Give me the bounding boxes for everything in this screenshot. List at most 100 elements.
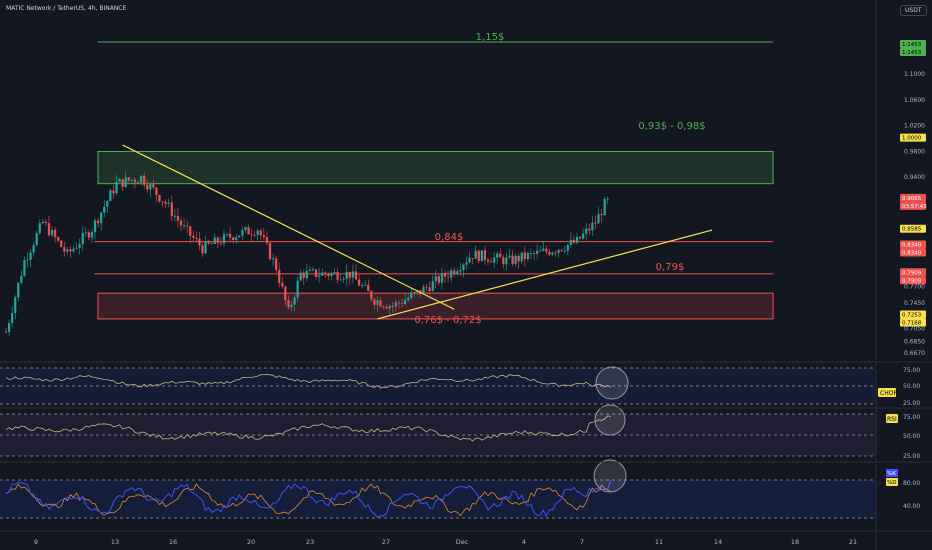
candle-body [268, 242, 272, 260]
candle-body [17, 282, 20, 298]
candle-body [250, 234, 253, 236]
candle-body [87, 232, 90, 238]
candle-body [431, 281, 434, 292]
candle-body [78, 244, 81, 248]
candle-body [486, 259, 490, 262]
candle-body [235, 237, 238, 241]
candle-body [20, 275, 23, 283]
candle-body [259, 230, 262, 236]
candle-body [26, 259, 29, 261]
candle-body [563, 250, 566, 252]
candle-body [161, 201, 164, 203]
time-axis[interactable]: 9 13 16 20 23 27 Dec 4 7 11 14 18 21 [34, 538, 857, 546]
candle-body [477, 250, 480, 262]
chop-label: CHOP [880, 390, 897, 397]
candle-body [582, 233, 585, 239]
candle-body [407, 298, 410, 301]
candle-body [499, 253, 502, 258]
candle-body [324, 272, 327, 275]
candle-body [195, 237, 198, 239]
candle-body [271, 258, 275, 260]
candle-body [446, 276, 450, 278]
candle-body [253, 234, 256, 236]
price-tick-label: 1.0600 [904, 97, 925, 104]
candle-body [388, 305, 391, 309]
candle-body [397, 302, 401, 304]
candle-body [330, 273, 333, 277]
candle-body [50, 229, 54, 236]
candle-body [11, 313, 14, 323]
candle-body [453, 270, 456, 274]
candle-body [146, 184, 149, 190]
price-badges: 1.1453 1.1453 1.0000 0.9065 03:57:43 0.8585 0.… [900, 40, 927, 327]
candle-body [219, 242, 222, 244]
candle-body [302, 272, 305, 278]
time-tick-label: 11 [655, 538, 663, 546]
candle-body [293, 297, 296, 305]
chop-pane [0, 366, 876, 405]
candle-body [115, 181, 118, 194]
candle-body [588, 228, 591, 231]
candle-body [376, 300, 379, 305]
candle-body [489, 261, 493, 263]
candle-body [265, 237, 269, 243]
candle-body [557, 249, 560, 253]
candle-body [545, 248, 548, 252]
candle-body [216, 237, 219, 243]
candle-body [222, 234, 226, 244]
time-tick-label: 21 [849, 538, 857, 546]
candle-body [428, 287, 431, 292]
ascending-trendline [377, 229, 713, 320]
candle-body [7, 322, 11, 332]
candle-body [594, 222, 597, 224]
candle-body [210, 243, 213, 245]
price-tick-label: 1.1000 [904, 71, 925, 78]
candle-body [539, 250, 542, 252]
candle-body [413, 292, 416, 294]
candle-body [201, 245, 204, 254]
time-tick-label: 13 [111, 538, 119, 546]
candle-body [296, 280, 299, 298]
price-badge [900, 201, 926, 210]
candle-body [32, 245, 35, 253]
candle-body [143, 175, 146, 185]
candle-body [60, 240, 63, 248]
price-badge-label: 0.8585 [902, 227, 922, 233]
candle-body [465, 262, 468, 265]
candle-body [450, 270, 453, 278]
candle-body [262, 235, 265, 238]
chop-line [5, 374, 611, 389]
candle-body [164, 202, 167, 204]
candle-body [207, 241, 210, 244]
candle-body [314, 269, 318, 277]
candle-body [351, 271, 355, 278]
candle-body [400, 303, 404, 305]
price-tick-label: 0.9400 [904, 174, 925, 181]
price-tick-label: 0.7700 [904, 284, 925, 291]
candle-body [572, 239, 576, 243]
price-badge-label: 0.7909 [902, 278, 922, 284]
candle-body [106, 200, 109, 207]
candle-body [121, 179, 124, 187]
candle-body [299, 272, 302, 281]
candle-body [173, 215, 176, 217]
price-badge-label: 0.7909 [902, 270, 922, 276]
candle-body [124, 177, 127, 187]
candle-body [462, 264, 465, 270]
price-badge [900, 133, 926, 142]
candle-body [192, 235, 195, 238]
price-badge-label: 0.8340 [902, 251, 922, 257]
level-084-label: 0,84$ [435, 232, 464, 243]
price-tick-label: 1.0200 [904, 123, 925, 130]
candle-body [523, 252, 526, 260]
candle-body [256, 230, 259, 236]
candle-body [57, 237, 60, 241]
stoch-k-line [5, 479, 612, 519]
candle-body [204, 241, 207, 254]
candle-body [170, 202, 173, 216]
candle-body [440, 272, 444, 283]
candle-body [551, 252, 554, 255]
candle-body [575, 236, 579, 243]
currency-button[interactable]: USDT [900, 5, 927, 16]
